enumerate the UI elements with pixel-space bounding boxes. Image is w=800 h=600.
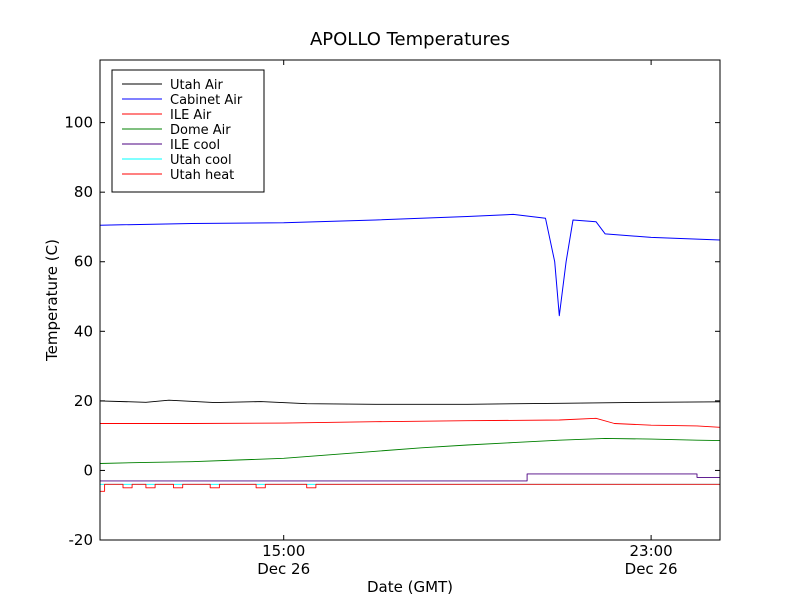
y-tick-label: -20 (69, 531, 94, 549)
legend-label-utah-air: Utah Air (170, 78, 223, 93)
legend-label-dome-air: Dome Air (170, 123, 231, 138)
y-tick-label: 0 (83, 461, 93, 479)
series-line-dome-air (100, 437, 720, 464)
legend-label-ile-cool: ILE cool (170, 138, 220, 153)
series-line-ile-cool (100, 473, 720, 482)
y-tick-label: 100 (64, 114, 93, 132)
legend-label-utah-heat: Utah heat (170, 168, 234, 183)
x-tick-time-label: 15:00 (262, 542, 305, 560)
y-tick-label: 80 (74, 183, 93, 201)
series-line-utah-heat (100, 483, 720, 492)
series-line-utah-air (100, 399, 720, 405)
legend-box (111, 69, 265, 193)
plot-frame (99, 59, 721, 541)
x-tick-date-label: Dec 26 (257, 560, 310, 578)
legend-label-utah-cool: Utah cool (170, 153, 232, 168)
series-layer (100, 213, 720, 492)
x-tick-time-label: 23:00 (629, 542, 672, 560)
chart-title: APOLLO Temperatures (310, 29, 510, 50)
series-line-ile-air (100, 417, 720, 428)
y-tick-label: 60 (74, 253, 93, 271)
x-axis-label: Date (GMT) (367, 578, 453, 596)
legend-label-ile-air: ILE Air (170, 108, 212, 123)
series-line-cabinet-air (100, 213, 720, 317)
x-tick-date-label: Dec 26 (625, 560, 678, 578)
legend-label-cabinet-air: Cabinet Air (170, 93, 243, 108)
y-tick-label: 20 (74, 392, 93, 410)
y-tick-label: 40 (74, 322, 93, 340)
y-axis-label: Temperature (C) (43, 239, 61, 362)
